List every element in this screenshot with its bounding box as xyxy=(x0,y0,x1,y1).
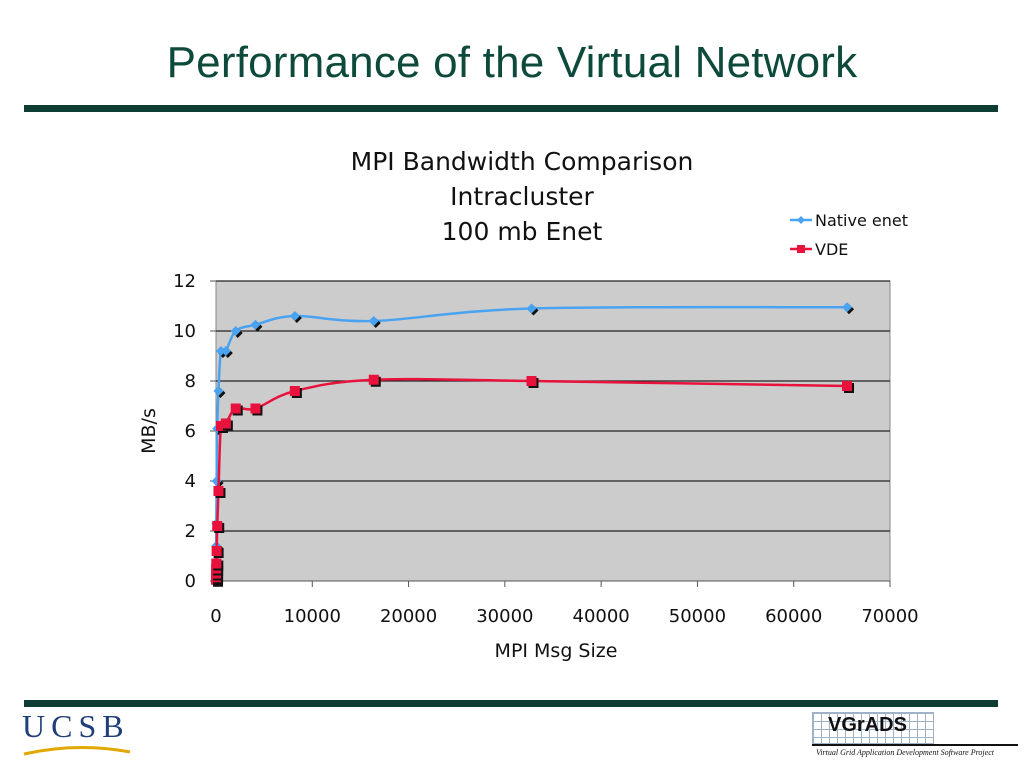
series-1-marker xyxy=(250,403,261,414)
chart-title: MPI Bandwidth Comparison Intracluster 10… xyxy=(351,147,694,246)
series-0-marker xyxy=(250,319,261,330)
series-1-marker xyxy=(213,486,224,496)
y-tick-label: 2 xyxy=(185,521,196,542)
series-1-marker xyxy=(526,376,537,386)
y-tick-label: 10 xyxy=(173,321,196,342)
vgrads-tagline: Virtual Grid Application Development Sof… xyxy=(816,748,994,757)
ucsb-logo: UCSB xyxy=(22,708,130,744)
legend-marker-1 xyxy=(797,245,805,253)
x-tick-label: 50000 xyxy=(669,606,726,627)
x-tick-label: 30000 xyxy=(476,606,533,627)
legend: Native enet VDE xyxy=(790,211,908,259)
x-tick-label: 70000 xyxy=(861,606,918,627)
vgrads-underline xyxy=(812,744,1018,746)
x-tick-label: 40000 xyxy=(573,606,630,627)
series-0-marker xyxy=(289,311,300,321)
chart-title-line-1: MPI Bandwidth Comparison xyxy=(351,147,694,176)
series-0-marker xyxy=(368,316,379,326)
x-axis-title: MPI Msg Size xyxy=(495,640,618,662)
chart-title-line-3: 100 mb Enet xyxy=(442,217,603,246)
series-1-marker xyxy=(289,386,300,396)
series-1-marker xyxy=(212,521,223,531)
series-1-marker xyxy=(220,418,231,429)
y-tick-label: 0 xyxy=(185,571,196,592)
series-1 xyxy=(211,374,855,587)
top-divider xyxy=(24,105,998,112)
vgrads-logo: VGrADS xyxy=(828,714,907,736)
chart-title-line-2: Intracluster xyxy=(450,182,594,211)
vgrads-grid-graphic xyxy=(812,712,934,744)
series-0-marker xyxy=(842,302,853,313)
series-1-marker xyxy=(211,558,222,569)
legend-label-1: VDE xyxy=(815,240,848,259)
series-0-marker xyxy=(526,303,537,314)
legend-marker-0 xyxy=(797,216,805,224)
y-tick-label: 12 xyxy=(173,271,196,292)
series-layer xyxy=(211,302,855,587)
slide-title: Performance of the Virtual Network xyxy=(166,38,858,87)
legend-label-0: Native enet xyxy=(815,211,908,230)
series-0-marker xyxy=(220,346,231,356)
series-0-marker xyxy=(230,326,241,336)
x-tick-label: 20000 xyxy=(380,606,437,627)
x-tick-label: 10000 xyxy=(284,606,341,627)
series-1-marker xyxy=(211,546,222,556)
series-1-marker xyxy=(230,403,241,414)
y-tick-label: 6 xyxy=(185,421,196,442)
y-axis-title: MB/s xyxy=(138,408,160,454)
vgrads-logo-block: VGrADS Virtual Grid Application Developm… xyxy=(812,712,1018,764)
y-tick-label: 4 xyxy=(185,471,196,492)
x-tick-label: 60000 xyxy=(765,606,822,627)
bottom-divider xyxy=(24,700,998,707)
x-tick-label: 0 xyxy=(210,606,221,627)
y-tick-label: 8 xyxy=(185,371,196,392)
axis-ticks: 0 2 4 6 8 10 12 0 10000 20000 30000 40000 50000 60000… xyxy=(173,271,919,627)
series-0-marker xyxy=(213,386,224,396)
ucsb-logo-swoosh xyxy=(23,745,131,756)
series-1-marker xyxy=(368,374,379,385)
series-1-marker xyxy=(842,381,853,391)
